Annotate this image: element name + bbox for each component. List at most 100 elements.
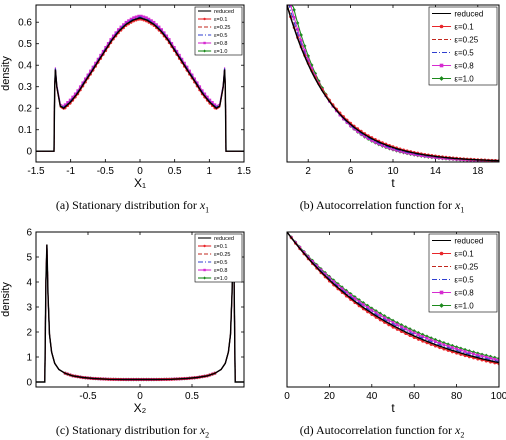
data-point — [377, 142, 381, 146]
data-point — [370, 139, 374, 142]
data-point — [162, 31, 166, 35]
data-point — [463, 350, 467, 353]
y-tick-label: 0.2 — [18, 104, 32, 115]
data-point — [210, 101, 214, 104]
data-point — [127, 19, 130, 23]
data-point — [311, 260, 314, 263]
legend-label: ε=1.0 — [454, 74, 474, 83]
data-point — [439, 63, 444, 68]
x-axis-label: t — [391, 176, 395, 190]
data-point — [132, 16, 136, 20]
data-point — [315, 264, 319, 268]
series-line — [36, 16, 244, 152]
data-point — [303, 49, 307, 52]
x-tick-label: 14 — [430, 166, 442, 177]
y-tick-label: 5 — [26, 253, 32, 264]
data-point — [104, 45, 108, 49]
data-point — [185, 65, 189, 69]
x-tick-label: 18 — [472, 166, 484, 177]
data-point — [94, 61, 97, 65]
data-point — [177, 53, 181, 57]
legend-box — [428, 233, 498, 313]
data-point — [409, 152, 413, 156]
y-tick-label: 0 — [26, 147, 32, 158]
legend: reduced ε=0.1 ε=0.25 ε=0.5 ε=0.8 ε=1.0 — [194, 233, 243, 283]
y-axis-label: density — [0, 282, 12, 317]
x-tick-label: -1 — [66, 166, 75, 177]
data-point — [459, 348, 463, 352]
data-point — [356, 130, 360, 133]
data-point — [395, 323, 399, 327]
data-point — [336, 283, 340, 287]
plot-frame — [286, 231, 500, 388]
legend-label: ε=0.1 — [454, 22, 474, 31]
data-point — [400, 325, 403, 329]
y-tick-label: 0.6 — [18, 18, 32, 29]
data-point — [391, 147, 395, 151]
data-point — [106, 42, 110, 45]
data-point — [295, 21, 300, 25]
y-tick-label: 0.5 — [18, 39, 32, 50]
series-group — [36, 244, 244, 383]
legend-box — [194, 6, 243, 56]
legend-label: ε=0.1 — [214, 17, 227, 23]
legend: reduced ε=0.1 ε=0.25 ε=0.5 ε=0.8 ε=1.0 — [194, 6, 243, 56]
legend-label: ε=0.8 — [214, 268, 227, 274]
data-point — [429, 338, 433, 342]
data-point — [68, 98, 72, 102]
x-axis-label: t — [391, 401, 395, 415]
data-point — [366, 306, 369, 309]
data-point — [165, 34, 169, 38]
legend-label: ε=1.0 — [214, 276, 227, 282]
data-point — [497, 358, 499, 362]
data-point — [439, 303, 444, 308]
data-point — [366, 137, 370, 140]
data-point — [157, 25, 161, 29]
legend-label: ε=0.25 — [214, 252, 230, 258]
y-tick-label: 2 — [26, 328, 32, 339]
legend-box — [428, 6, 498, 86]
legend-label: ε=0.25 — [214, 25, 230, 31]
legend-label: ε=0.1 — [454, 249, 474, 258]
data-point — [489, 356, 492, 360]
legend-label: reduced — [214, 236, 234, 242]
data-point — [144, 16, 148, 20]
data-point — [208, 98, 212, 102]
legend-label: ε=0.5 — [454, 48, 474, 57]
data-point — [417, 333, 420, 337]
legend-label: ε=0.25 — [454, 262, 478, 271]
data-point — [203, 17, 206, 21]
x-tick-label: 0 — [137, 166, 143, 177]
data-point — [134, 15, 138, 19]
legend-label: ε=1.0 — [214, 49, 227, 55]
data-point — [361, 303, 365, 306]
data-point — [63, 103, 67, 107]
data-point — [323, 272, 327, 276]
y-tick-label: 0.4 — [18, 61, 32, 72]
data-point — [137, 14, 141, 18]
data-point — [349, 294, 352, 297]
data-point — [340, 287, 344, 291]
x-tick-label: 20 — [324, 391, 336, 402]
x-tick-label: 60 — [409, 391, 421, 402]
data-point — [391, 321, 395, 324]
data-point — [442, 343, 446, 347]
x-tick-label: -1.5 — [27, 166, 45, 177]
data-point — [96, 57, 100, 61]
series-group — [287, 232, 499, 366]
data-point — [213, 103, 217, 107]
chart-3: 0 20 40 60 80 100 t reduced ε=0.1 ε=0.25 ε=0.5 ε=0.… — [284, 231, 506, 415]
data-point — [175, 49, 179, 53]
data-point — [357, 300, 361, 304]
legend-label: ε=0.5 — [214, 260, 227, 266]
legend: reduced ε=0.1 ε=0.25 ε=0.5 ε=0.8 ε=1.0 — [428, 6, 498, 86]
series-group — [287, 5, 499, 162]
data-point — [398, 149, 402, 153]
data-point — [150, 19, 153, 23]
legend-box — [194, 233, 243, 283]
data-point — [363, 135, 367, 138]
data-point — [200, 89, 204, 93]
data-point — [119, 25, 123, 29]
x-tick-label: 80 — [451, 391, 463, 402]
series-line — [287, 5, 499, 162]
